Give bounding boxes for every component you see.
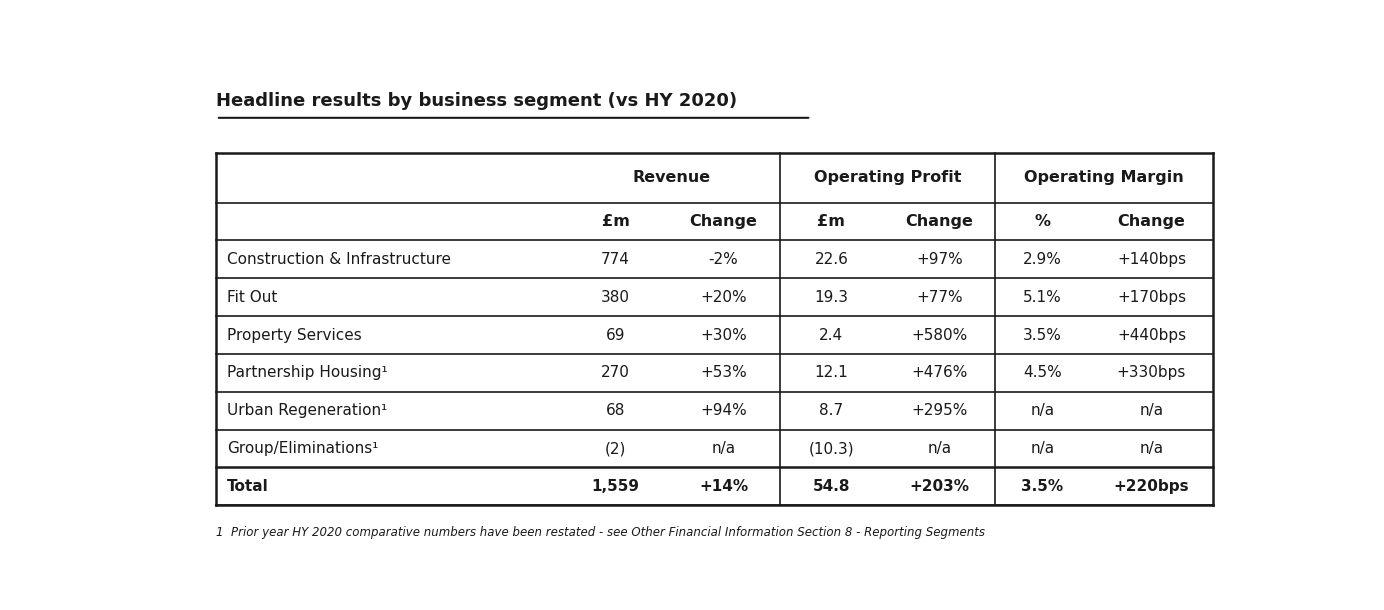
Text: Operating Profit: Operating Profit	[814, 170, 960, 185]
Text: (10.3): (10.3)	[808, 441, 854, 456]
Text: n/a: n/a	[711, 441, 735, 456]
Text: 270: 270	[601, 365, 630, 381]
Text: 8.7: 8.7	[819, 403, 843, 418]
Text: 12.1: 12.1	[815, 365, 848, 381]
Text: 68: 68	[606, 403, 626, 418]
Text: +170bps: +170bps	[1117, 290, 1186, 305]
Text: Fit Out: Fit Out	[227, 290, 277, 305]
Text: 69: 69	[606, 328, 626, 343]
Text: 3.5%: 3.5%	[1021, 479, 1063, 494]
Text: Operating Margin: Operating Margin	[1024, 170, 1185, 185]
Text: Headline results by business segment (vs HY 2020): Headline results by business segment (vs…	[216, 92, 738, 110]
Text: 3.5%: 3.5%	[1023, 328, 1062, 343]
Text: +203%: +203%	[909, 479, 969, 494]
Text: 19.3: 19.3	[814, 290, 848, 305]
Text: Change: Change	[905, 214, 973, 229]
Text: 380: 380	[601, 290, 630, 305]
Text: +94%: +94%	[700, 403, 747, 418]
Text: -2%: -2%	[709, 252, 739, 267]
Text: 5.1%: 5.1%	[1023, 290, 1062, 305]
Text: n/a: n/a	[1139, 403, 1164, 418]
Text: +20%: +20%	[700, 290, 747, 305]
Text: +220bps: +220bps	[1114, 479, 1189, 494]
Text: +53%: +53%	[700, 365, 747, 381]
Text: Construction & Infrastructure: Construction & Infrastructure	[227, 252, 451, 267]
Text: 54.8: 54.8	[812, 479, 850, 494]
Text: +77%: +77%	[916, 290, 963, 305]
Text: Change: Change	[689, 214, 757, 229]
Text: +476%: +476%	[911, 365, 967, 381]
Text: Urban Regeneration¹: Urban Regeneration¹	[227, 403, 388, 418]
Text: +30%: +30%	[700, 328, 747, 343]
Text: +97%: +97%	[916, 252, 963, 267]
Text: +140bps: +140bps	[1117, 252, 1186, 267]
Text: 4.5%: 4.5%	[1023, 365, 1062, 381]
Text: n/a: n/a	[1139, 441, 1164, 456]
Text: Partnership Housing¹: Partnership Housing¹	[227, 365, 388, 381]
Text: 22.6: 22.6	[814, 252, 848, 267]
Text: 774: 774	[601, 252, 630, 267]
Text: +580%: +580%	[911, 328, 967, 343]
Text: 1,559: 1,559	[591, 479, 639, 494]
Text: Group/Eliminations¹: Group/Eliminations¹	[227, 441, 378, 456]
Text: (2): (2)	[605, 441, 627, 456]
Text: Property Services: Property Services	[227, 328, 361, 343]
Text: £m: £m	[818, 214, 846, 229]
Text: 2.4: 2.4	[819, 328, 843, 343]
Text: 2.9%: 2.9%	[1023, 252, 1062, 267]
Text: n/a: n/a	[1031, 441, 1055, 456]
Text: n/a: n/a	[1031, 403, 1055, 418]
Text: +330bps: +330bps	[1117, 365, 1186, 381]
Text: 1  Prior year HY 2020 comparative numbers have been restated - see Other Financi: 1 Prior year HY 2020 comparative numbers…	[216, 526, 985, 539]
Text: %: %	[1034, 214, 1050, 229]
Text: n/a: n/a	[927, 441, 951, 456]
Text: +440bps: +440bps	[1117, 328, 1186, 343]
Text: Total: Total	[227, 479, 268, 494]
Text: Revenue: Revenue	[632, 170, 711, 185]
Text: £m: £m	[602, 214, 630, 229]
Text: Change: Change	[1118, 214, 1186, 229]
Text: +295%: +295%	[911, 403, 967, 418]
Text: +14%: +14%	[699, 479, 749, 494]
